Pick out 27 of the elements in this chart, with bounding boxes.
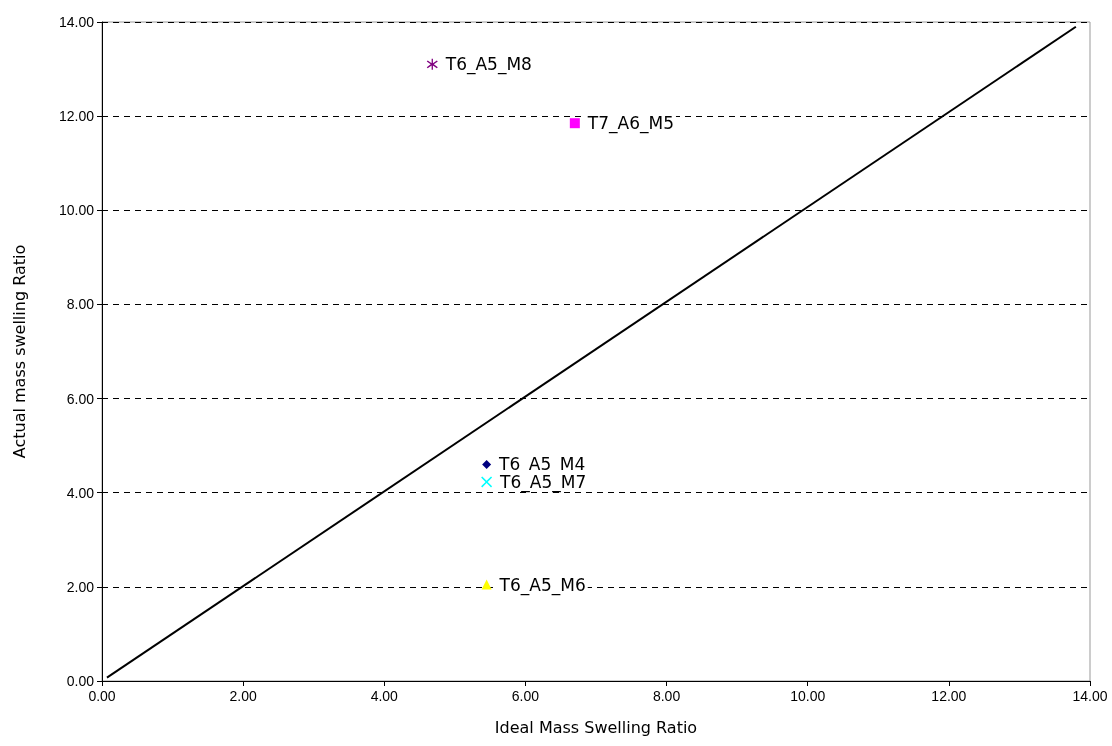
y-tick-label: 8.00	[66, 296, 95, 313]
point	[482, 459, 492, 469]
x-tick-label: 12.00	[931, 688, 967, 704]
y-tick-label: 6.00	[66, 390, 95, 407]
x-tick-label: 6.00	[511, 688, 540, 704]
series-label: T6_A5_M6	[498, 574, 586, 596]
x-tick-label: 2.00	[229, 688, 257, 704]
y-tick-label: 10.00	[58, 202, 95, 219]
x-tick-label: 8.00	[652, 688, 681, 704]
series-label: T7_A6_M5	[586, 113, 674, 135]
x-tick-label: 10.00	[790, 688, 826, 704]
point	[569, 118, 580, 129]
point	[481, 579, 492, 590]
x-axis-title: Ideal Mass Swelling Ratio	[494, 717, 698, 737]
x-tick-label: 4.00	[370, 688, 399, 704]
series-label: T6_A5_M7	[499, 471, 587, 493]
series-label: T6_A5_M8	[444, 54, 532, 76]
x-tick-label: 14.00	[1072, 688, 1108, 704]
point	[426, 58, 438, 70]
y-tick-label: 12.00	[58, 108, 95, 125]
point	[481, 476, 493, 488]
y-tick-label: 4.00	[66, 484, 95, 501]
y-tick-label: 14.00	[58, 14, 95, 30]
y-tick-label: 0.00	[66, 673, 95, 689]
x-tick-label: 0.00	[88, 688, 116, 704]
y-axis-title: Actual mass swelling Ratio	[9, 244, 29, 459]
y-tick-label: 2.00	[66, 578, 95, 595]
